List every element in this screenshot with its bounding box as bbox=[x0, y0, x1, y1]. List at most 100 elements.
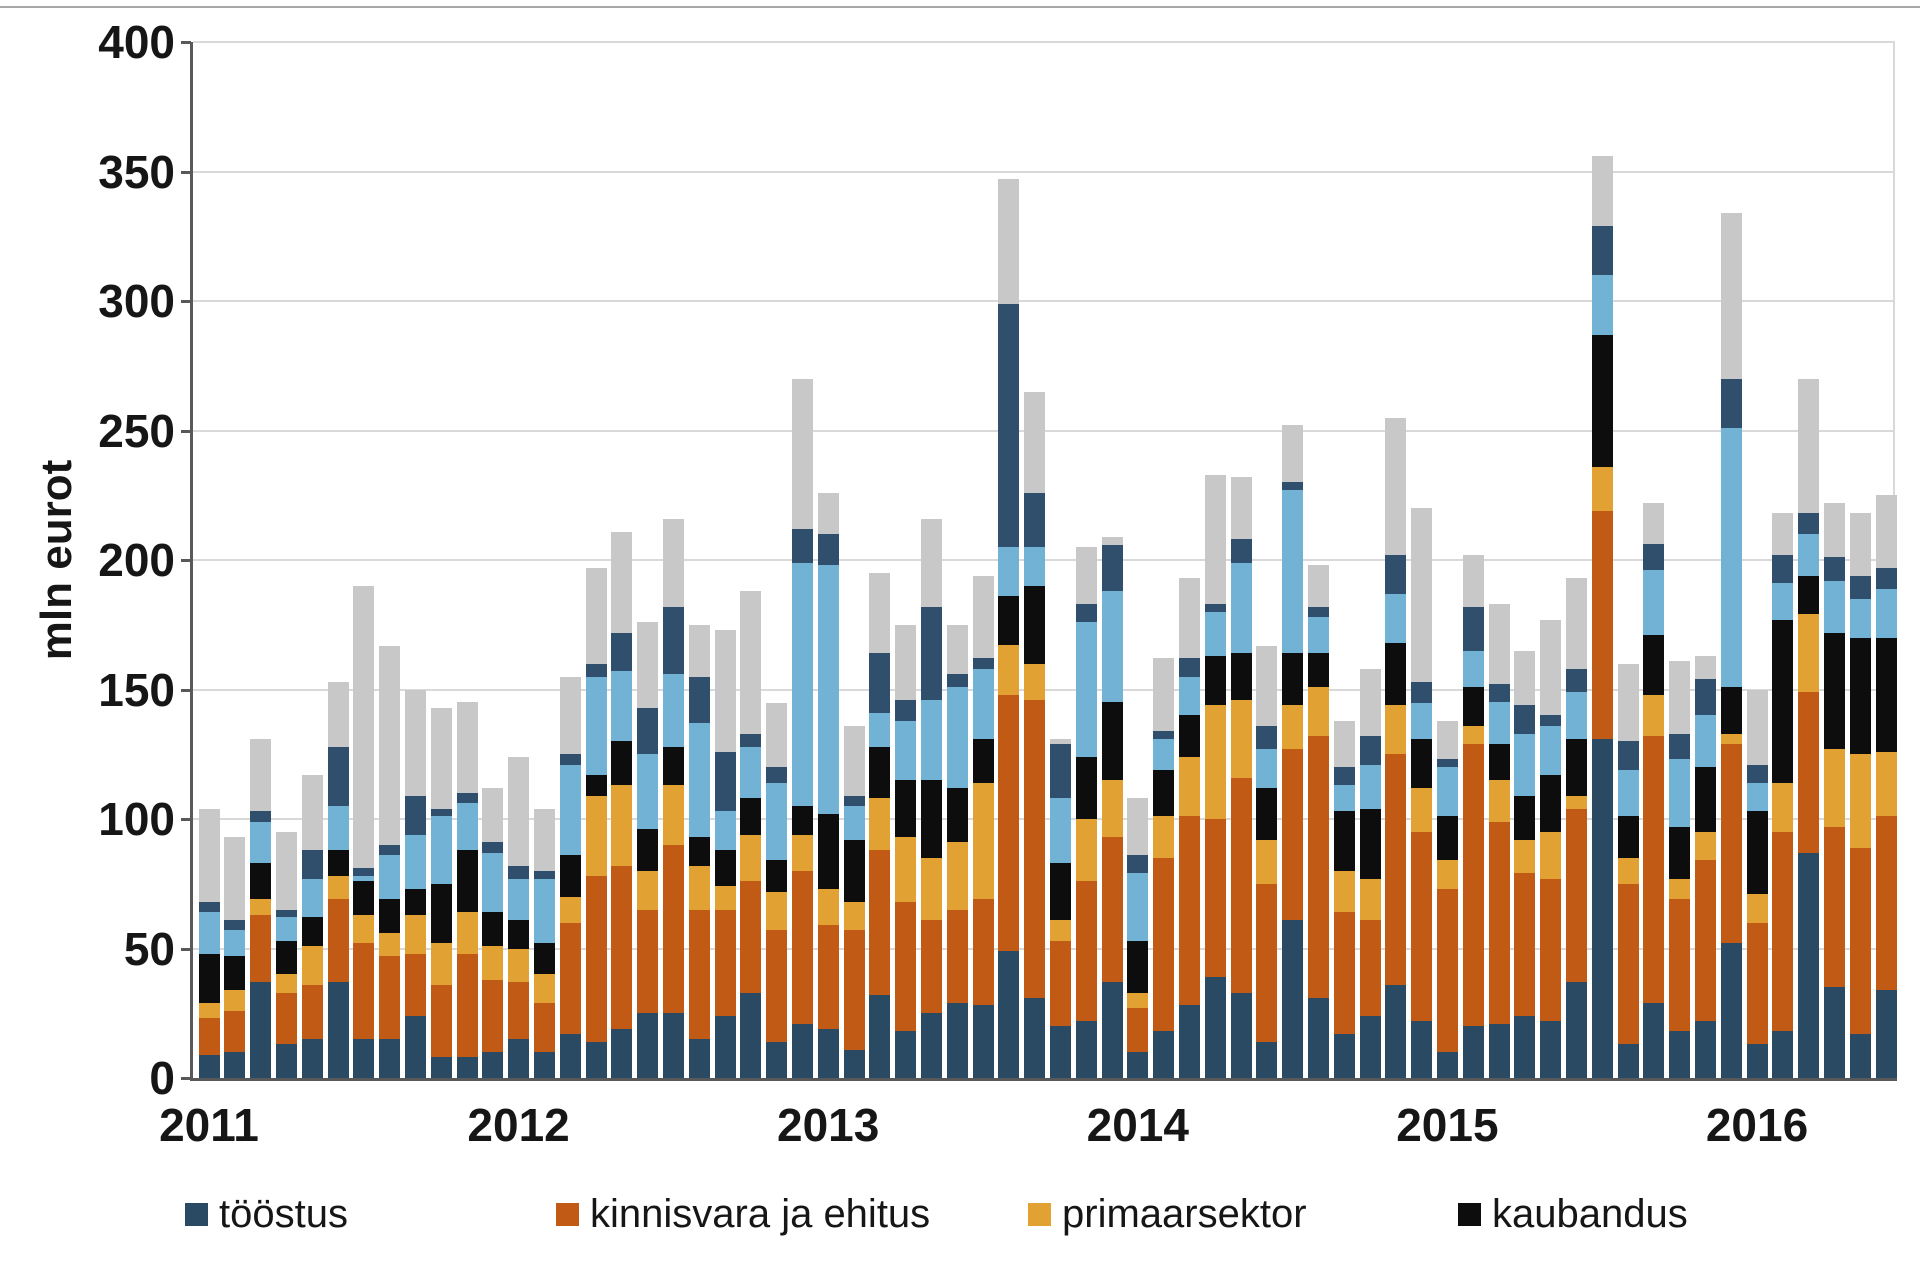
bar-2013-07-series7 bbox=[972, 575, 994, 659]
bar-2012-07 bbox=[662, 518, 684, 1078]
bar-2012-10-toostus bbox=[740, 992, 762, 1078]
bar-2015-04-series6 bbox=[1514, 705, 1536, 734]
y-axis-line bbox=[190, 42, 193, 1081]
bar-2014-09 bbox=[1333, 720, 1355, 1078]
bar-2015-07-primaarsektor bbox=[1591, 466, 1613, 511]
legend-label-kinnisvara: kinnisvara ja ehitus bbox=[590, 1191, 931, 1236]
bar-2012-11-toostus bbox=[766, 1041, 788, 1078]
x-axis-line bbox=[190, 1078, 1897, 1081]
bar-2013-03-series7 bbox=[869, 573, 891, 654]
y-tick-label-250: 250 bbox=[98, 404, 175, 457]
bar-2012-02-toostus bbox=[533, 1052, 555, 1078]
bar-2013-11-toostus bbox=[1075, 1021, 1097, 1078]
bar-2013-09-series5 bbox=[1024, 547, 1046, 586]
bar-2012-03-primaarsektor bbox=[559, 896, 581, 923]
bar-2013-10-primaarsektor bbox=[1049, 920, 1071, 941]
bar-2014-10-series5 bbox=[1359, 764, 1381, 809]
bar-2014-09-series5 bbox=[1333, 785, 1355, 812]
bar-2014-06-kaubandus bbox=[1256, 787, 1278, 840]
bar-2014-02-kaubandus bbox=[1153, 769, 1175, 817]
bar-2016-06 bbox=[1875, 495, 1897, 1078]
bar-2011-11-toostus bbox=[456, 1057, 478, 1078]
bar-2014-02-series5 bbox=[1153, 738, 1175, 770]
bar-2013-12-kinnisvara bbox=[1101, 837, 1123, 983]
bar-2015-01 bbox=[1436, 720, 1458, 1078]
bar-2013-05-primaarsektor bbox=[920, 857, 942, 921]
bar-2012-02-series6 bbox=[533, 870, 555, 879]
bar-2012-05-series6 bbox=[611, 632, 633, 672]
bar-2011-02 bbox=[224, 837, 246, 1078]
bar-2014-06-toostus bbox=[1256, 1041, 1278, 1078]
bar-2011-05-series6 bbox=[301, 850, 323, 879]
legend-item-toostus: tööstus bbox=[185, 1190, 348, 1238]
bar-2014-01-series6 bbox=[1127, 855, 1149, 874]
bar-2012-11-series7 bbox=[766, 702, 788, 768]
bar-2012-11-primaarsektor bbox=[766, 891, 788, 931]
bar-2013-04 bbox=[895, 624, 917, 1078]
bar-2013-02-series6 bbox=[843, 795, 865, 807]
bar-2015-06-primaarsektor bbox=[1565, 795, 1587, 809]
bar-2013-09-toostus bbox=[1024, 997, 1046, 1078]
bar-2014-01-kaubandus bbox=[1127, 940, 1149, 993]
bar-2011-06-kinnisvara bbox=[327, 899, 349, 983]
bar-2013-04-kinnisvara bbox=[895, 901, 917, 1032]
bar-2011-08-kinnisvara bbox=[379, 956, 401, 1040]
y-tick-label-150: 150 bbox=[98, 663, 175, 716]
bar-2015-02-series5 bbox=[1462, 650, 1484, 687]
bar-2014-08-series5 bbox=[1307, 617, 1329, 654]
bar-2014-01-kinnisvara bbox=[1127, 1008, 1149, 1053]
bar-2013-02-series7 bbox=[843, 725, 865, 796]
bar-2012-07-kinnisvara bbox=[662, 844, 684, 1014]
bar-2014-12-series5 bbox=[1411, 702, 1433, 739]
bar-2012-10-kaubandus bbox=[740, 798, 762, 835]
bar-2012-05-series7 bbox=[611, 531, 633, 633]
plot-area bbox=[193, 41, 1897, 1078]
bar-2013-04-primaarsektor bbox=[895, 837, 917, 902]
bar-2015-12-kinnisvara bbox=[1720, 743, 1742, 944]
bar-2011-01-series6 bbox=[198, 901, 220, 913]
bar-2011-11-kinnisvara bbox=[456, 953, 478, 1058]
bar-2011-11-primaarsektor bbox=[456, 912, 478, 954]
bar-2015-06-kaubandus bbox=[1565, 738, 1587, 796]
bar-2016-02-toostus bbox=[1772, 1031, 1794, 1078]
bar-2015-07-series5 bbox=[1591, 275, 1613, 335]
bar-2013-10-toostus bbox=[1049, 1026, 1071, 1078]
y-tick-label-350: 350 bbox=[98, 145, 175, 198]
bar-2015-03-primaarsektor bbox=[1488, 780, 1510, 822]
bar-2012-12-kaubandus bbox=[791, 806, 813, 835]
bar-2016-01-series7 bbox=[1746, 689, 1768, 765]
y-tick-mark-400 bbox=[181, 41, 191, 44]
bar-2015-10-kaubandus bbox=[1669, 826, 1691, 879]
bar-2014-11 bbox=[1385, 417, 1407, 1078]
bar-2014-05-series7 bbox=[1230, 477, 1252, 540]
bar-2012-03-series7 bbox=[559, 676, 581, 755]
year-label-2012: 2012 bbox=[467, 1099, 570, 1151]
bar-2015-05-series6 bbox=[1540, 715, 1562, 726]
bar-2012-12-series5 bbox=[791, 562, 813, 807]
legend-item-primaarsektor: primaarsektor bbox=[1028, 1190, 1307, 1238]
bar-2013-04-series5 bbox=[895, 720, 917, 781]
bar-2012-09-series5 bbox=[714, 811, 736, 851]
bar-2011-10-primaarsektor bbox=[430, 943, 452, 985]
bar-2014-09-kaubandus bbox=[1333, 811, 1355, 871]
bar-2015-07-series6 bbox=[1591, 225, 1613, 276]
bar-2011-02-primaarsektor bbox=[224, 989, 246, 1011]
bar-2011-10-series6 bbox=[430, 808, 452, 817]
legend-swatch-primaarsektor bbox=[1028, 1202, 1051, 1226]
bar-2013-12-primaarsektor bbox=[1101, 780, 1123, 838]
bar-2014-05-kaubandus bbox=[1230, 653, 1252, 700]
bar-2011-10-kinnisvara bbox=[430, 984, 452, 1058]
bar-2011-08-series7 bbox=[379, 645, 401, 845]
bar-2012-10-series5 bbox=[740, 746, 762, 799]
bar-2012-05-kinnisvara bbox=[611, 865, 633, 1029]
bar-2012-01-series6 bbox=[508, 865, 530, 879]
bar-2014-04-kinnisvara bbox=[1204, 819, 1226, 977]
bar-2014-06-series7 bbox=[1256, 645, 1278, 726]
bar-2013-06 bbox=[946, 624, 968, 1078]
bar-2013-02-primaarsektor bbox=[843, 901, 865, 931]
bar-2014-09-kinnisvara bbox=[1333, 912, 1355, 1034]
bar-2013-12-kaubandus bbox=[1101, 702, 1123, 781]
bar-2014-11-kinnisvara bbox=[1385, 754, 1407, 985]
bar-2012-10-kinnisvara bbox=[740, 881, 762, 993]
bar-2013-01-series7 bbox=[817, 492, 839, 535]
